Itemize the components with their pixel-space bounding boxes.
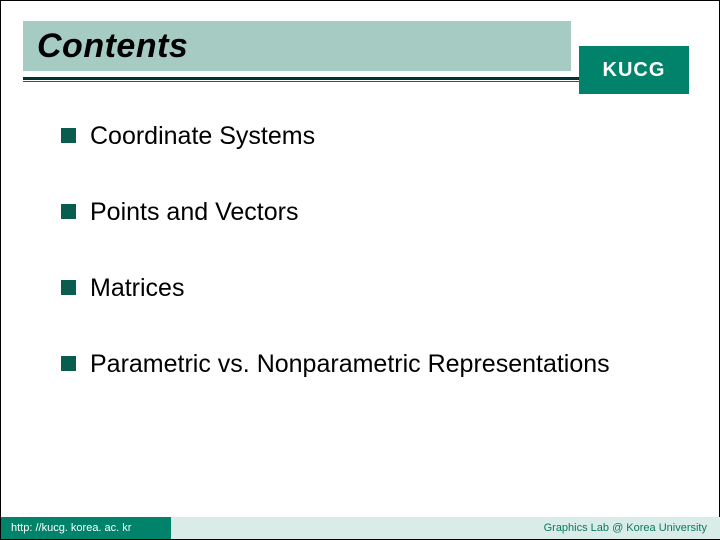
slide: Contents KUCG Coordinate Systems Points … xyxy=(0,0,720,540)
list-item: Parametric vs. Nonparametric Representat… xyxy=(61,349,671,379)
list-item-label: Matrices xyxy=(90,273,184,303)
footer-url: http: //kucg. korea. ac. kr xyxy=(11,522,131,534)
bullet-icon xyxy=(61,128,76,143)
bullet-icon xyxy=(61,204,76,219)
footer-url-box: http: //kucg. korea. ac. kr xyxy=(1,517,171,539)
list-item-label: Points and Vectors xyxy=(90,197,298,227)
footer-credit-box: Graphics Lab @ Korea University xyxy=(544,517,707,539)
list-item-label: Coordinate Systems xyxy=(90,121,315,151)
content-list: Coordinate Systems Points and Vectors Ma… xyxy=(61,121,671,425)
list-item: Points and Vectors xyxy=(61,197,671,227)
list-item-label: Parametric vs. Nonparametric Representat… xyxy=(90,349,610,379)
logo-text: KUCG xyxy=(603,59,666,82)
footer-credit: Graphics Lab @ Korea University xyxy=(544,522,707,534)
logo-badge: KUCG xyxy=(579,46,689,94)
list-item: Matrices xyxy=(61,273,671,303)
list-item: Coordinate Systems xyxy=(61,121,671,151)
divider-thin xyxy=(23,81,579,82)
bullet-icon xyxy=(61,280,76,295)
bullet-icon xyxy=(61,356,76,371)
divider-thick xyxy=(23,77,579,80)
title-bar: Contents xyxy=(23,21,571,71)
slide-title: Contents xyxy=(37,27,188,66)
